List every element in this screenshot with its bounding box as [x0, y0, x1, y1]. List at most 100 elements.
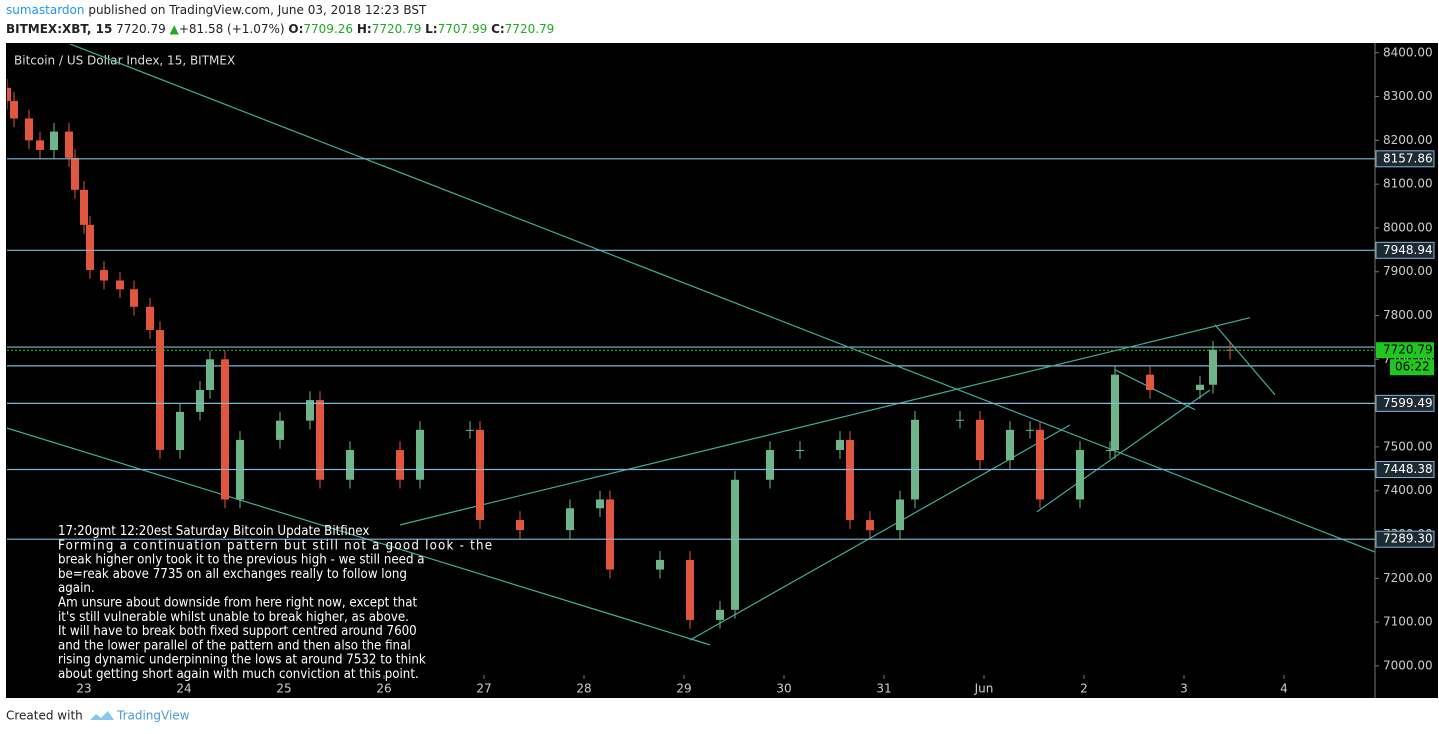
annotation-line: again.	[58, 581, 95, 596]
symbol-line: BITMEX:XBT, 15 7720.79 ▲+81.58 (+1.07%) …	[6, 22, 554, 36]
author[interactable]: sumastardon	[6, 3, 85, 17]
level-label-bg	[1375, 150, 1435, 168]
x-tick-label: 31	[876, 682, 891, 696]
countdown-bg	[1390, 359, 1434, 376]
x-tick-label: 4	[1280, 682, 1288, 696]
ohlc-value: 7707.99	[437, 22, 488, 36]
candle-body	[86, 224, 94, 270]
candle-body	[596, 499, 604, 509]
candle-body	[416, 429, 424, 480]
candle-body	[956, 419, 964, 421]
y-tick-label: 8400.00	[1383, 45, 1433, 59]
candle-body	[466, 429, 474, 431]
level-label: 7289.30	[1383, 532, 1433, 546]
candle-body	[396, 449, 404, 480]
candle-body	[50, 131, 58, 150]
candle-body	[1026, 429, 1034, 431]
trend-line	[399, 317, 1251, 526]
chart-bg	[6, 43, 1438, 698]
candle-body	[10, 100, 18, 119]
x-tick-label: 3	[1180, 682, 1188, 696]
y-tick-label: 7100.00	[1383, 615, 1433, 629]
y-tick-label: 7400.00	[1383, 483, 1433, 497]
candle-body	[731, 479, 739, 610]
footer-created: Created with	[6, 709, 83, 723]
ohlc-value: 7720.79	[371, 22, 422, 36]
y-tick-label: 7900.00	[1383, 264, 1433, 278]
ohlc-key: H:	[356, 22, 372, 36]
candle-body	[656, 559, 664, 570]
ohlc-value: 7720.79	[504, 22, 555, 36]
candle-body	[766, 449, 774, 480]
trend-line	[69, 44, 1375, 553]
arrow: ▲	[169, 22, 179, 36]
published: published on TradingView.com, June 03, 2…	[88, 3, 427, 17]
annotation-line: about getting short again with much conv…	[58, 667, 419, 682]
candle-body	[796, 449, 804, 451]
x-tick-label: 28	[576, 682, 591, 696]
last-price-bg	[1376, 342, 1434, 359]
trend-line	[689, 424, 1071, 641]
candle-body	[130, 289, 138, 307]
y-tick-label: 7000.00	[1383, 658, 1433, 672]
trend-line	[1214, 324, 1276, 396]
price: 7720.79	[116, 22, 166, 36]
candle-body	[196, 389, 204, 412]
candle-body	[1006, 429, 1014, 461]
ohlc-value: 7709.26	[303, 22, 354, 36]
candle-body	[25, 118, 33, 141]
y-tick-label: 8000.00	[1383, 220, 1433, 234]
candle-body	[1146, 374, 1154, 390]
candle-body	[276, 420, 284, 440]
countdown: 06:22	[1395, 360, 1430, 374]
x-tick-label: 26	[376, 682, 391, 696]
candle-body	[80, 189, 88, 225]
candle-body	[71, 157, 79, 190]
candle-body	[1209, 349, 1217, 385]
candle-body	[176, 411, 184, 450]
candle-body	[316, 400, 324, 480]
y-tick-label: 8300.00	[1383, 89, 1433, 103]
x-tick-label: 24	[176, 682, 191, 696]
candle-body	[100, 269, 108, 281]
ohlc: O:7709.26 H:7720.79 L:7707.99 C:7720.79	[288, 22, 554, 36]
y-tick-label: 8200.00	[1383, 133, 1433, 147]
candle-body	[1196, 384, 1204, 390]
candle-body	[221, 359, 229, 500]
symbol: BITMEX:XBT, 15	[6, 22, 113, 36]
x-tick-label: 29	[676, 682, 691, 696]
annotation-line: Am unsure about downside from here right…	[58, 596, 417, 611]
candle-body	[146, 306, 154, 330]
x-tick-label: 2	[1080, 682, 1088, 696]
ohlc-key: L:	[425, 22, 438, 36]
last-price-label: 7720.79	[1383, 343, 1433, 357]
candle-body	[346, 449, 354, 480]
annotation-line: break higher only took it to the previou…	[58, 553, 425, 568]
level-label: 7448.38	[1383, 462, 1433, 476]
candle-body	[116, 280, 124, 290]
publish-line: sumastardon published on TradingView.com…	[6, 3, 426, 17]
x-tick-label: 25	[276, 682, 291, 696]
y-tick-label: 7500.00	[1383, 439, 1433, 453]
trend-line	[1036, 389, 1211, 513]
candle-body	[65, 131, 73, 158]
candle-body	[846, 439, 854, 521]
candle-body	[866, 520, 874, 531]
candle-body	[476, 429, 484, 521]
ohlc-key: O:	[288, 22, 304, 36]
annotation-line: rising dynamic underpinning the lows at …	[58, 653, 426, 668]
tradingview-logo	[90, 711, 114, 720]
candle-body	[1106, 449, 1114, 451]
chart-title: Bitcoin / US Dollar Index, 15, BITMEX	[14, 54, 235, 68]
candle-body	[716, 609, 724, 620]
footer-brand[interactable]: TradingView	[116, 709, 190, 723]
annotation-line: and the lower parallel of the pattern an…	[58, 638, 411, 653]
plot	[7, 44, 1375, 646]
change: +81.58 (+1.07%)	[178, 22, 285, 36]
candle-body	[1036, 429, 1044, 500]
y-tick-label: 7200.00	[1383, 571, 1433, 585]
candle-body	[911, 419, 919, 500]
x-tick-label: Jun	[974, 682, 994, 696]
